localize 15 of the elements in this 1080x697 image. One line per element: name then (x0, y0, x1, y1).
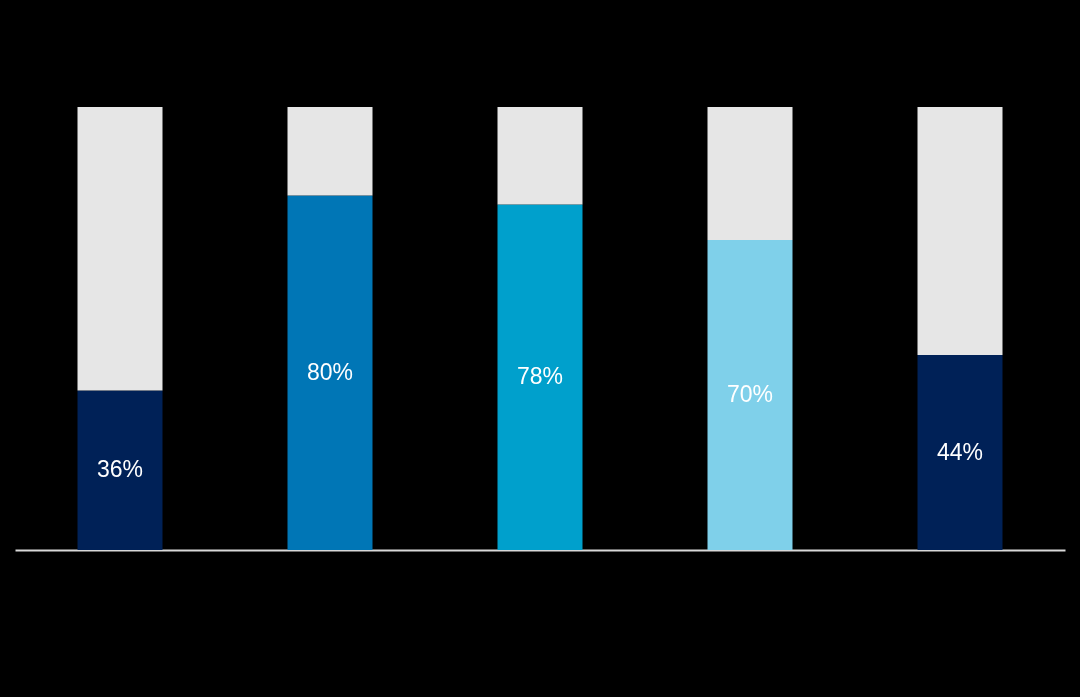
data-label: 78% (516, 363, 564, 390)
bar (917, 355, 1003, 550)
bar (287, 107, 373, 196)
bar (497, 204, 583, 550)
data-label: 44% (936, 438, 984, 465)
bar (287, 195, 373, 550)
bar (497, 107, 583, 205)
bar (77, 390, 163, 550)
data-label: 80% (306, 358, 354, 385)
bar (707, 239, 793, 550)
data-label: 36% (96, 456, 144, 483)
data-label: 70% (726, 380, 774, 407)
bar (77, 107, 163, 391)
bar (917, 107, 1003, 356)
bar (707, 107, 793, 240)
